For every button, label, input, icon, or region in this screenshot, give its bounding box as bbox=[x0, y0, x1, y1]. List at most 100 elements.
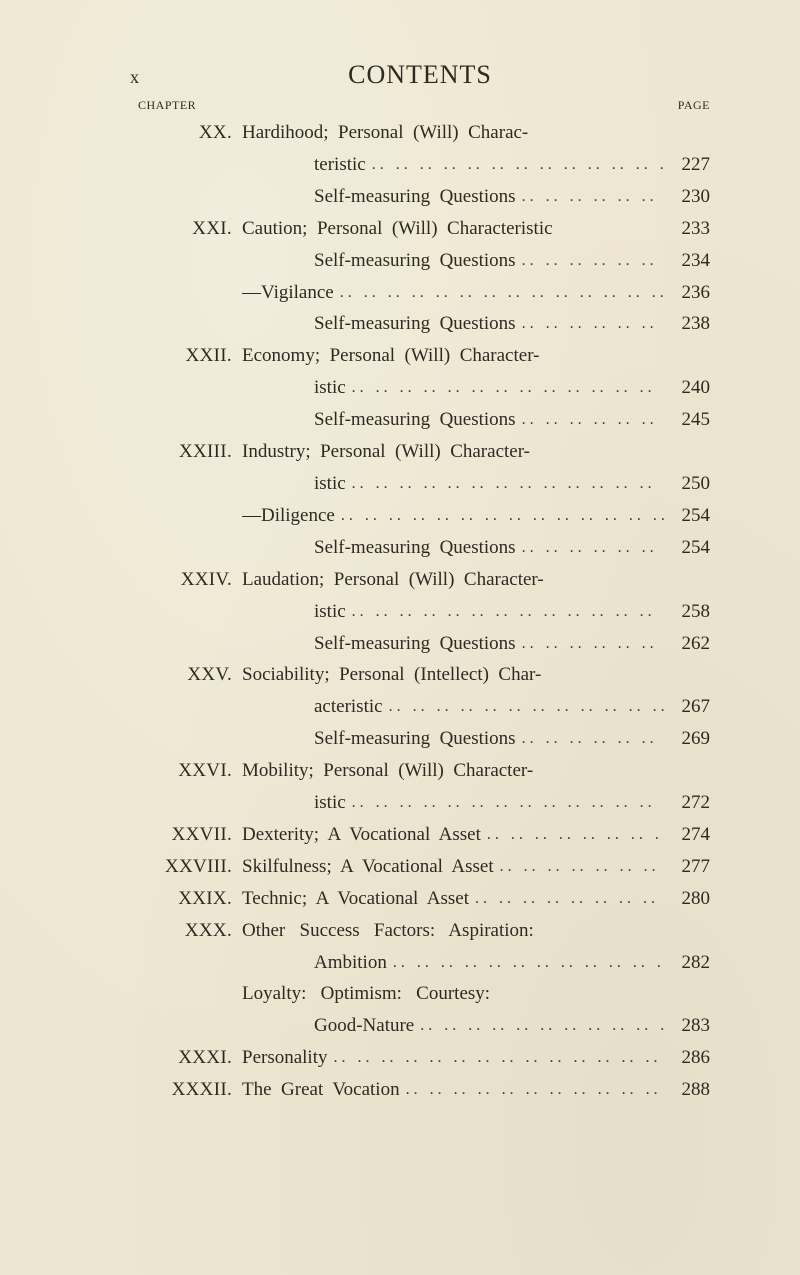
page-number: 280 bbox=[664, 883, 710, 915]
entry-text-col: istic bbox=[242, 596, 664, 628]
entry-text-col: Self-measuring Questions bbox=[242, 723, 664, 755]
entry-text: Self-measuring Questions bbox=[242, 628, 516, 660]
entry-text-col: Laudation; Personal (Will) Character- bbox=[242, 564, 664, 596]
entry-text-col: Self-measuring Questions bbox=[242, 628, 664, 660]
page-number: 230 bbox=[664, 181, 710, 213]
dot-leaders bbox=[516, 311, 664, 338]
page-number: 254 bbox=[664, 500, 710, 532]
entry-text-col: acteristic bbox=[242, 691, 664, 723]
page-number: 233 bbox=[664, 213, 710, 245]
toc-row: Self-measuring Questions 254 bbox=[130, 532, 710, 564]
entry-text: Self-measuring Questions bbox=[242, 532, 516, 564]
chapter-numeral: XXVI. bbox=[130, 755, 242, 787]
entry-text: Self-measuring Questions bbox=[242, 308, 516, 340]
entry-text-col: istic bbox=[242, 372, 664, 404]
toc-row: XXIII.Industry; Personal (Will) Characte… bbox=[130, 436, 710, 468]
entry-text: Skilfulness; A Vocational Asset bbox=[242, 851, 494, 883]
toc-row: XXXI.Personality 286 bbox=[130, 1042, 710, 1074]
entry-text-col: Dexterity; A Vocational Asset bbox=[242, 819, 664, 851]
dot-leaders bbox=[366, 152, 664, 179]
toc-row: XXIX.Technic; A Vocational Asset280 bbox=[130, 883, 710, 915]
chapter-numeral: XXXI. bbox=[130, 1042, 242, 1074]
page-number: 286 bbox=[664, 1042, 710, 1074]
toc-row: XXX.Other Success Factors: Aspiration: bbox=[130, 915, 710, 947]
dot-leaders bbox=[346, 375, 664, 402]
chapter-numeral: XXXII. bbox=[130, 1074, 242, 1106]
dot-leaders bbox=[516, 184, 664, 211]
toc-row: Good-Nature283 bbox=[130, 1010, 710, 1042]
toc-row: XXVI.Mobility; Personal (Will) Character… bbox=[130, 755, 710, 787]
chapter-numeral: XXII. bbox=[130, 340, 242, 372]
entry-text-col: Skilfulness; A Vocational Asset bbox=[242, 851, 664, 883]
page-number: 227 bbox=[664, 149, 710, 181]
toc-row: XXVII.Dexterity; A Vocational Asset274 bbox=[130, 819, 710, 851]
entry-text-col: Self-measuring Questions bbox=[242, 245, 664, 277]
dot-leaders bbox=[469, 886, 664, 913]
toc-row: XXVIII.Skilfulness; A Vocational Asset27… bbox=[130, 851, 710, 883]
toc-row: istic 258 bbox=[130, 596, 710, 628]
entry-text: —Vigilance bbox=[242, 277, 334, 309]
toc-row: Self-measuring Questions 245 bbox=[130, 404, 710, 436]
entry-text: The Great Vocation bbox=[242, 1074, 400, 1106]
entry-text-col: istic bbox=[242, 787, 664, 819]
dot-leaders bbox=[346, 471, 664, 498]
chapter-numeral: XXV. bbox=[130, 659, 242, 691]
entry-text-col: Economy; Personal (Will) Character- bbox=[242, 340, 664, 372]
toc-row: —Vigilance 236 bbox=[130, 277, 710, 309]
toc-row: Self-measuring Questions 230 bbox=[130, 181, 710, 213]
page-column-label: PAGE bbox=[678, 98, 710, 113]
toc-row: Loyalty: Optimism: Courtesy: bbox=[130, 978, 710, 1010]
entry-text: Economy; Personal (Will) Character- bbox=[242, 340, 539, 372]
chapter-numeral: XXVIII. bbox=[130, 851, 242, 883]
page-number: 254 bbox=[664, 532, 710, 564]
dot-leaders bbox=[328, 1045, 665, 1072]
toc-row: Self-measuring Questions262 bbox=[130, 628, 710, 660]
page-number: 238 bbox=[664, 308, 710, 340]
toc-entries: XX.Hardihood; Personal (Will) Charac-ter… bbox=[130, 117, 710, 1106]
entry-text-col: Self-measuring Questions bbox=[242, 404, 664, 436]
toc-row: XXIV.Laudation; Personal (Will) Characte… bbox=[130, 564, 710, 596]
subheader-line: CHAPTER PAGE bbox=[130, 98, 710, 113]
entry-text-col: Personality bbox=[242, 1042, 664, 1074]
entry-text-col: Other Success Factors: Aspiration: bbox=[242, 915, 664, 947]
dot-leaders bbox=[414, 1013, 664, 1040]
entry-text-col: The Great Vocation bbox=[242, 1074, 664, 1106]
dot-leaders bbox=[387, 950, 664, 977]
dot-leaders bbox=[400, 1077, 664, 1104]
toc-row: istic 272 bbox=[130, 787, 710, 819]
entry-text-col: Technic; A Vocational Asset bbox=[242, 883, 664, 915]
page-number: 245 bbox=[664, 404, 710, 436]
entry-text-col: Self-measuring Questions bbox=[242, 181, 664, 213]
dot-leaders bbox=[481, 822, 664, 849]
toc-row: Self-measuring Questions 238 bbox=[130, 308, 710, 340]
entry-text: istic bbox=[242, 787, 346, 819]
entry-text-col: Caution; Personal (Will) Characteristic bbox=[242, 213, 664, 245]
entry-text-col: Self-measuring Questions bbox=[242, 532, 664, 564]
toc-row: XXXII.The Great Vocation 288 bbox=[130, 1074, 710, 1106]
page-number: 288 bbox=[664, 1074, 710, 1106]
toc-row: XXI.Caution; Personal (Will) Characteris… bbox=[130, 213, 710, 245]
chapter-numeral: XXIII. bbox=[130, 436, 242, 468]
page-number: 272 bbox=[664, 787, 710, 819]
entry-text-col: Industry; Personal (Will) Character- bbox=[242, 436, 664, 468]
toc-row: istic240 bbox=[130, 372, 710, 404]
entry-text-col: Self-measuring Questions bbox=[242, 308, 664, 340]
entry-text: Self-measuring Questions bbox=[242, 404, 516, 436]
entry-text: Personality bbox=[242, 1042, 328, 1074]
page-number: 236 bbox=[664, 277, 710, 309]
page-number: 258 bbox=[664, 596, 710, 628]
entry-text: Good-Nature bbox=[242, 1010, 414, 1042]
page-number: 234 bbox=[664, 245, 710, 277]
chapter-numeral: XXVII. bbox=[130, 819, 242, 851]
entry-text: istic bbox=[242, 596, 346, 628]
header-line: x CONTENTS bbox=[130, 60, 710, 90]
entry-text: Laudation; Personal (Will) Character- bbox=[242, 564, 544, 596]
entry-text: Industry; Personal (Will) Character- bbox=[242, 436, 530, 468]
entry-text-col: teristic bbox=[242, 149, 664, 181]
entry-text: Self-measuring Questions bbox=[242, 181, 516, 213]
entry-text: Sociability; Personal (Intellect) Char- bbox=[242, 659, 541, 691]
entry-text: Dexterity; A Vocational Asset bbox=[242, 819, 481, 851]
toc-row: Self-measuring Questions269 bbox=[130, 723, 710, 755]
page-number: 269 bbox=[664, 723, 710, 755]
dot-leaders bbox=[494, 854, 664, 881]
